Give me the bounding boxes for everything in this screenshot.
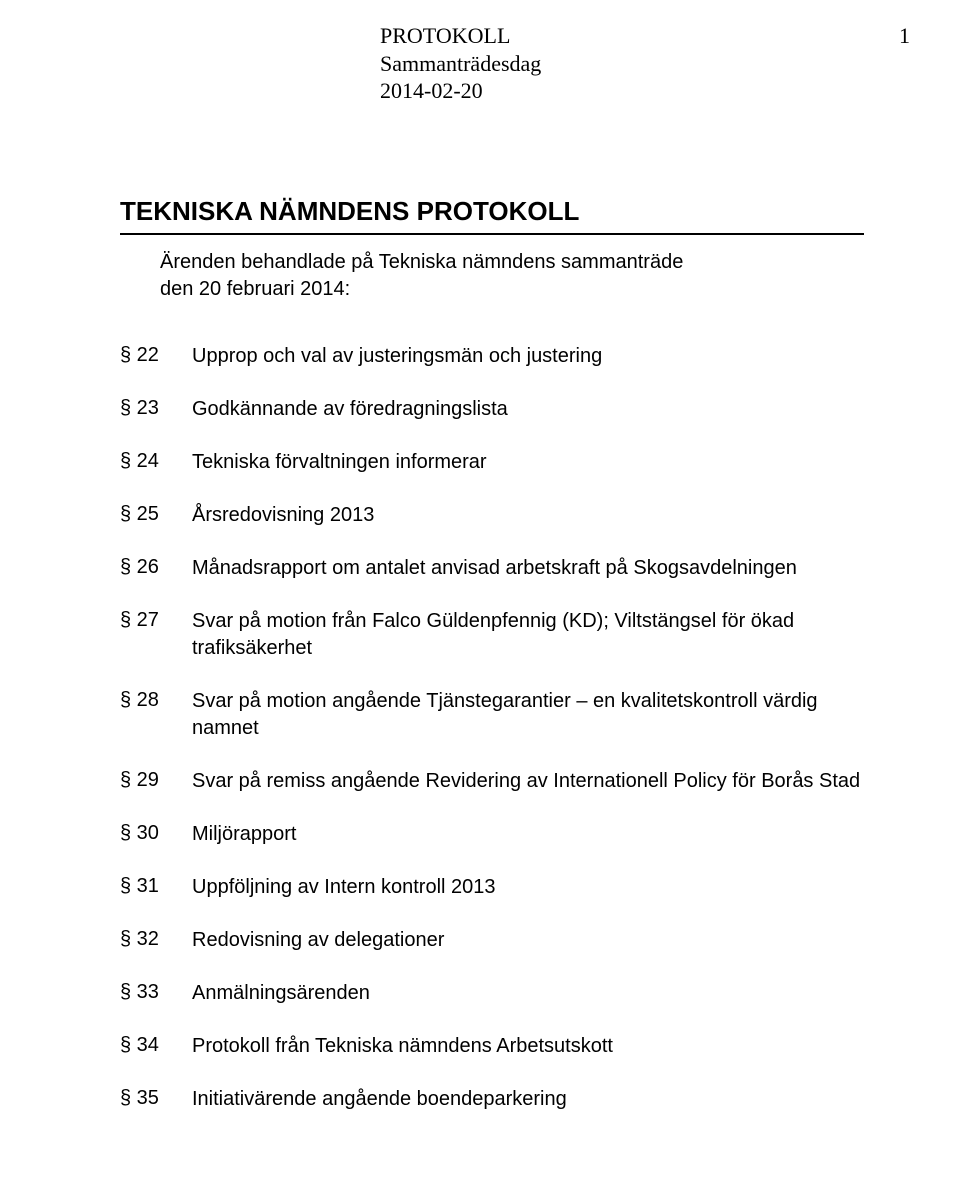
page-number: 1 <box>899 22 910 50</box>
agenda-item-number: § 31 <box>120 874 192 899</box>
agenda-item: § 33 Anmälningsärenden <box>120 980 864 1007</box>
agenda-item-number: § 28 <box>120 688 192 713</box>
agenda-item-text: Miljörapport <box>192 821 864 848</box>
agenda-item-text: Uppföljning av Intern kontroll 2013 <box>192 874 864 901</box>
agenda-item: § 29 Svar på remiss angående Revidering … <box>120 768 864 795</box>
agenda-item-number: § 29 <box>120 768 192 793</box>
agenda-list: § 22 Upprop och val av justeringsmän och… <box>120 343 864 1113</box>
agenda-item-number: § 25 <box>120 502 192 527</box>
agenda-item-text: Godkännande av föredragningslista <box>192 396 864 423</box>
agenda-item: § 31 Uppföljning av Intern kontroll 2013 <box>120 874 864 901</box>
subtitle-line-2: den 20 februari 2014: <box>160 276 864 303</box>
agenda-item-number: § 27 <box>120 608 192 633</box>
agenda-item: § 25 Årsredovisning 2013 <box>120 502 864 529</box>
document-header: PROTOKOLL Sammanträdesdag 2014-02-20 <box>380 22 864 105</box>
header-line-2: Sammanträdesdag <box>380 50 864 78</box>
agenda-item-text: Årsredovisning 2013 <box>192 502 864 529</box>
agenda-item-text: Svar på motion från Falco Güldenpfennig … <box>192 608 864 662</box>
header-line-1: PROTOKOLL <box>380 22 510 50</box>
agenda-item-text: Svar på motion angående Tjänstegarantier… <box>192 688 864 742</box>
agenda-item: § 27 Svar på motion från Falco Güldenpfe… <box>120 608 864 662</box>
agenda-item-number: § 22 <box>120 343 192 368</box>
document-title: TEKNISKA NÄMNDENS PROTOKOLL <box>120 195 864 228</box>
agenda-item-number: § 30 <box>120 821 192 846</box>
agenda-item: § 22 Upprop och val av justeringsmän och… <box>120 343 864 370</box>
agenda-item-number: § 33 <box>120 980 192 1005</box>
header-line-3: 2014-02-20 <box>380 77 864 105</box>
agenda-item: § 24 Tekniska förvaltningen informerar <box>120 449 864 476</box>
subtitle-line-1: Ärenden behandlade på Tekniska nämndens … <box>160 249 864 276</box>
agenda-item-number: § 32 <box>120 927 192 952</box>
agenda-item: § 32 Redovisning av delegationer <box>120 927 864 954</box>
agenda-item-text: Redovisning av delegationer <box>192 927 864 954</box>
agenda-item-text: Anmälningsärenden <box>192 980 864 1007</box>
title-rule <box>120 233 864 235</box>
agenda-item: § 34 Protokoll från Tekniska nämndens Ar… <box>120 1033 864 1060</box>
agenda-item-number: § 26 <box>120 555 192 580</box>
document-subtitle: Ärenden behandlade på Tekniska nämndens … <box>160 249 864 303</box>
document-page: 1 PROTOKOLL Sammanträdesdag 2014-02-20 T… <box>0 0 960 1203</box>
agenda-item-text: Protokoll från Tekniska nämndens Arbetsu… <box>192 1033 864 1060</box>
agenda-item-text: Svar på remiss angående Revidering av In… <box>192 768 864 795</box>
agenda-item-number: § 23 <box>120 396 192 421</box>
agenda-item-number: § 35 <box>120 1086 192 1111</box>
agenda-item: § 26 Månadsrapport om antalet anvisad ar… <box>120 555 864 582</box>
agenda-item-text: Tekniska förvaltningen informerar <box>192 449 864 476</box>
agenda-item-text: Upprop och val av justeringsmän och just… <box>192 343 864 370</box>
agenda-item-number: § 34 <box>120 1033 192 1058</box>
agenda-item-number: § 24 <box>120 449 192 474</box>
agenda-item: § 35 Initiativärende angående boendepark… <box>120 1086 864 1113</box>
agenda-item-text: Månadsrapport om antalet anvisad arbetsk… <box>192 555 864 582</box>
agenda-item-text: Initiativärende angående boendeparkering <box>192 1086 864 1113</box>
agenda-item: § 30 Miljörapport <box>120 821 864 848</box>
agenda-item: § 28 Svar på motion angående Tjänstegara… <box>120 688 864 742</box>
agenda-item: § 23 Godkännande av föredragningslista <box>120 396 864 423</box>
